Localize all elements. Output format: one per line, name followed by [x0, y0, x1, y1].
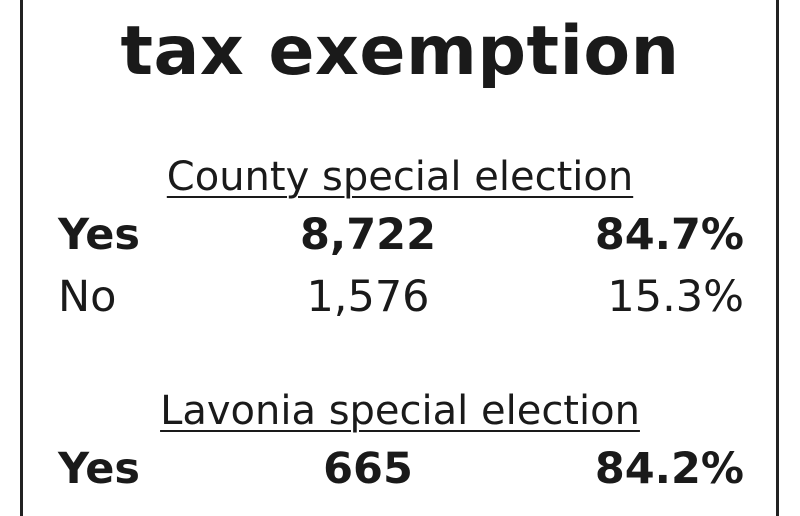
vote-percent: 15.3%	[607, 272, 744, 322]
vote-count: 1,576	[306, 272, 430, 322]
row-label: Yes	[58, 444, 140, 494]
vote-percent: 84.7%	[594, 210, 744, 260]
row-label: No	[58, 272, 117, 322]
row-label: Yes	[58, 210, 140, 260]
border-frame	[20, 0, 779, 516]
section-heading: Lavonia special election	[160, 388, 640, 434]
vote-percent: 84.2%	[594, 444, 744, 494]
section-heading: County special election	[166, 154, 634, 200]
title: tax exemption	[120, 12, 680, 91]
vote-count: 665	[323, 444, 413, 494]
vote-count: 8,722	[299, 210, 436, 260]
page: tax exemption (() => { const data = JSON…	[20, 0, 779, 516]
